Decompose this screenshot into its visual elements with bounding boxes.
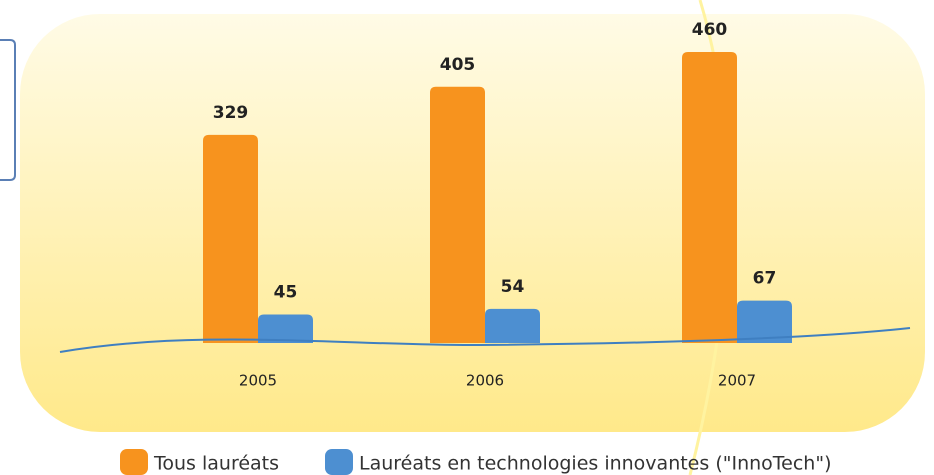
legend-label: Lauréats en technologies innovantes ("In… xyxy=(359,453,832,475)
value-label: 460 xyxy=(692,20,728,40)
legend-swatch xyxy=(325,449,353,475)
value-label: 329 xyxy=(213,103,249,123)
side-box xyxy=(0,39,16,181)
value-label: 405 xyxy=(440,55,476,75)
bar xyxy=(203,134,258,343)
bar xyxy=(258,314,313,343)
legend-label: Tous lauréats xyxy=(153,453,279,475)
bar xyxy=(485,308,540,343)
x-tick-label: 2007 xyxy=(718,372,756,390)
bar xyxy=(737,300,792,343)
legend-swatch xyxy=(120,449,148,475)
x-tick-label: 2006 xyxy=(466,372,504,390)
value-label: 54 xyxy=(501,277,525,297)
x-tick-label: 2005 xyxy=(239,372,277,390)
value-label: 45 xyxy=(274,283,298,303)
baseline xyxy=(59,327,911,353)
value-label: 67 xyxy=(753,269,777,289)
bar xyxy=(430,86,485,343)
bar xyxy=(682,52,737,343)
